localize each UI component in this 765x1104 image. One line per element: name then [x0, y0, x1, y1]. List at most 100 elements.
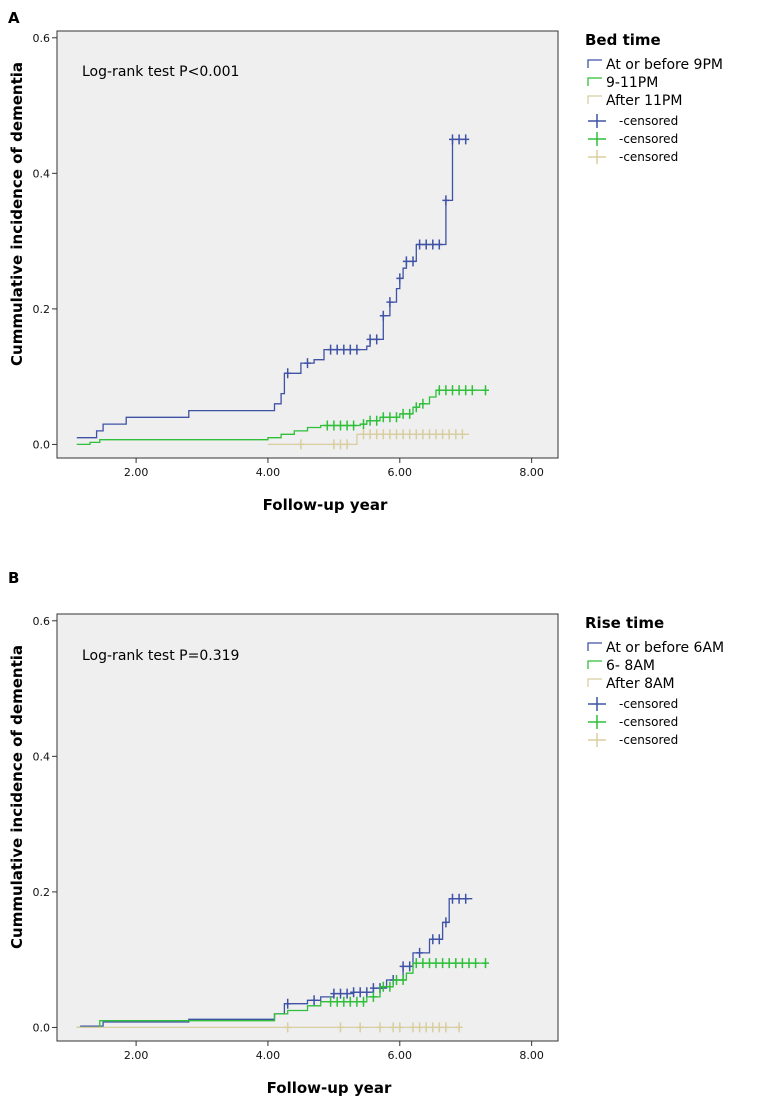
- censor-mark-2: [412, 958, 420, 969]
- x-tick-label: 8.00: [519, 466, 544, 479]
- censor-mark-3: [373, 429, 381, 440]
- legend-censor-mark-3: [588, 733, 606, 747]
- censor-mark-1: [429, 239, 437, 250]
- legend-censor-mark-1: [588, 697, 606, 711]
- censor-mark-3: [435, 1022, 443, 1033]
- censor-mark-1: [304, 358, 311, 369]
- censor-mark-2: [455, 385, 463, 396]
- panel-a: A 0.0 0.2 0.4 0.6 2.00 4.00 6.00 8.00 Follow-up y…: [8, 9, 723, 514]
- x-axis-title: Follow-up year: [263, 496, 388, 514]
- censor-mark-2: [435, 385, 443, 396]
- censor-mark-1: [442, 195, 450, 206]
- censor-mark-1: [337, 988, 344, 999]
- censor-mark-1: [333, 344, 341, 355]
- legend-line-2: [587, 660, 602, 669]
- censor-mark-1: [353, 344, 361, 355]
- censor-mark-2: [330, 420, 338, 431]
- legend-censored-label-3: -censored: [619, 733, 678, 747]
- censor-mark-2: [482, 958, 489, 969]
- censor-mark-1: [462, 893, 470, 904]
- x-axis-title: Follow-up year: [267, 1079, 392, 1097]
- censor-mark-2: [393, 412, 400, 423]
- y-tick-label: 0.0: [33, 1021, 51, 1034]
- censor-mark-1: [284, 998, 292, 1009]
- censor-mark-1: [416, 947, 424, 958]
- censor-mark-3: [396, 1022, 404, 1033]
- censor-mark-2: [327, 996, 335, 1007]
- censor-mark-2: [452, 958, 460, 969]
- censor-mark-1: [402, 256, 410, 267]
- legend-line-2: [587, 77, 602, 86]
- censor-mark-1: [442, 917, 450, 928]
- censor-mark-1: [340, 344, 348, 355]
- x-tick-label: 2.00: [124, 1049, 149, 1062]
- censor-mark-2: [432, 958, 440, 969]
- log-rank-annotation: Log-rank test P<0.001: [82, 64, 239, 80]
- censor-mark-3: [432, 429, 440, 440]
- legend-line-3: [587, 95, 602, 104]
- censor-mark-1: [343, 988, 351, 999]
- censor-mark-3: [399, 429, 407, 440]
- censor-mark-3: [393, 429, 400, 440]
- legend-line-3: [587, 678, 602, 687]
- censor-mark-2: [439, 958, 447, 969]
- y-axis-title: Cummulative incidence of dementia: [8, 62, 26, 366]
- censor-mark-2: [340, 996, 348, 1007]
- censor-mark-2: [399, 408, 407, 419]
- censor-mark-3: [360, 429, 367, 440]
- y-tick-label: 0.0: [33, 438, 51, 451]
- censor-mark-2: [353, 996, 361, 1007]
- censor-mark-3: [379, 429, 387, 440]
- censor-mark-2: [442, 385, 450, 396]
- censor-mark-2: [386, 981, 394, 992]
- censor-mark-1: [435, 934, 443, 945]
- y-tick-label: 0.2: [33, 303, 51, 316]
- censor-mark-1: [449, 134, 456, 145]
- censor-mark-1: [462, 134, 470, 145]
- legend-label-1: At or before 6AM: [606, 640, 724, 656]
- censor-mark-3: [330, 439, 338, 450]
- censor-mark-2: [482, 385, 489, 396]
- censor-mark-2: [465, 958, 473, 969]
- censor-mark-3: [284, 1022, 292, 1033]
- censor-mark-1: [435, 239, 443, 250]
- legend-censored-label-1: -censored: [619, 697, 678, 711]
- censor-mark-2: [419, 398, 427, 409]
- censor-mark-2: [323, 420, 331, 431]
- censor-mark-3: [356, 1022, 364, 1033]
- legend-censor-mark-1: [588, 114, 606, 128]
- censor-mark-1: [369, 983, 377, 994]
- y-tick-label: 0.4: [33, 167, 51, 180]
- censor-mark-3: [337, 439, 344, 450]
- legend-censor-mark-2: [588, 132, 606, 146]
- legend-label-1: At or before 9PM: [606, 57, 723, 73]
- legend-censored-label-3: -censored: [619, 150, 678, 164]
- censor-mark-2: [399, 975, 407, 985]
- legend-censored-label-2: -censored: [619, 715, 678, 729]
- legend-censor-mark-3: [588, 150, 606, 164]
- censor-mark-2: [412, 402, 420, 413]
- censor-mark-1: [406, 961, 414, 972]
- legend-line-1: [587, 59, 602, 68]
- y-tick-label: 0.6: [33, 615, 51, 628]
- censor-mark-1: [350, 987, 358, 998]
- censor-mark-2: [360, 419, 367, 430]
- censor-mark-2: [360, 996, 367, 1007]
- censor-mark-2: [468, 385, 476, 396]
- y-tick-label: 0.2: [33, 886, 51, 899]
- censor-mark-2: [366, 415, 374, 426]
- censor-mark-1: [449, 893, 456, 904]
- censor-mark-3: [406, 429, 414, 440]
- censor-mark-2: [333, 996, 341, 1007]
- legend-label-2: 6- 8AM: [606, 658, 655, 674]
- series-line-2: [76, 962, 486, 1029]
- legend-line-1: [587, 642, 602, 651]
- censor-mark-2: [449, 385, 456, 396]
- censor-mark-1: [379, 310, 387, 321]
- censor-mark-1: [327, 344, 335, 355]
- censor-mark-3: [426, 429, 433, 440]
- plot-area: [56, 613, 559, 1042]
- panel-label: A: [8, 9, 20, 27]
- x-tick-label: 4.00: [256, 1049, 281, 1062]
